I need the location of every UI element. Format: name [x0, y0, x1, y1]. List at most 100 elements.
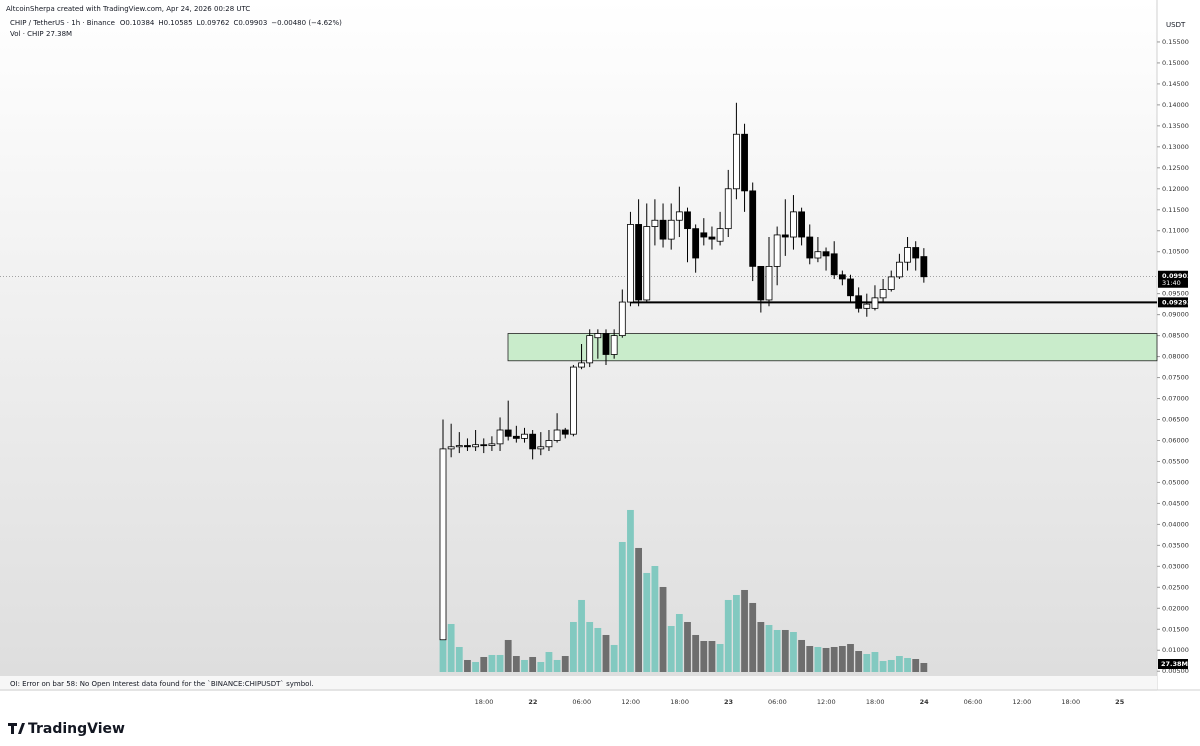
volume-bar: [790, 631, 797, 672]
volume-bar: [684, 621, 691, 672]
volume-bar: [570, 621, 577, 672]
candle-body: [838, 274, 846, 280]
ohlc-value: O0.10384: [120, 19, 155, 27]
volume-bar: [920, 662, 928, 672]
volume-bar: [798, 639, 805, 672]
volume-bar: [651, 565, 659, 672]
volume-bar: [586, 621, 594, 672]
x-tick-label: 12:00: [817, 698, 836, 706]
candle-body: [806, 236, 814, 259]
candle-body: [675, 211, 683, 221]
x-tick-label: 06:00: [572, 698, 591, 706]
candle-body: [741, 133, 748, 192]
candle-body: [521, 433, 528, 439]
candle-body: [643, 226, 651, 301]
price-badge: [1158, 270, 1188, 288]
volume-title: Vol · CHIP: [10, 30, 44, 38]
x-tick-label: 25: [1115, 698, 1125, 706]
candle-body: [512, 435, 520, 439]
candle-body: [912, 247, 920, 259]
candle-body: [570, 366, 577, 435]
volume-badge-label: 27.38M: [1161, 660, 1188, 668]
y-tick-label: 0.05000: [1162, 478, 1189, 486]
volume-bar: [667, 626, 675, 672]
candle-body: [529, 433, 537, 450]
volume-value: 27.38M: [46, 30, 72, 38]
candle-body: [561, 429, 569, 435]
brand: TradingView: [28, 721, 125, 737]
footer-message: OI: Error on bar 58: No Open Interest da…: [10, 680, 314, 688]
volume-bar: [464, 659, 471, 672]
candle-body: [594, 333, 602, 339]
candle-body: [855, 295, 863, 309]
candle-body: [781, 234, 789, 238]
volume-bar: [765, 624, 773, 672]
volume-bar: [594, 627, 602, 672]
volume-bar: [561, 656, 569, 672]
y-tick-label: 0.06500: [1162, 416, 1189, 424]
candle-body: [488, 443, 496, 446]
x-tick-label: 06:00: [964, 698, 983, 706]
y-tick-label: 0.04000: [1162, 520, 1189, 528]
y-tick-label: 0.13000: [1162, 143, 1189, 151]
volume-bar: [757, 621, 765, 672]
symbol: CHIP / TetherUS · 1h · Binance: [10, 19, 115, 27]
x-tick-label: 24: [920, 698, 930, 706]
candle-body: [439, 448, 447, 641]
volume-bar: [659, 586, 667, 672]
candle-body: [610, 335, 618, 355]
candle-body: [667, 219, 675, 240]
candle-body: [920, 256, 928, 278]
y-tick-label: 0.11500: [1162, 206, 1189, 214]
candle-body: [553, 429, 561, 441]
y-tick-label: 0.08000: [1162, 353, 1189, 361]
x-tick-label: 22: [528, 698, 537, 706]
volume-bar: [627, 509, 634, 672]
volume-bar: [749, 602, 757, 672]
candle-body: [708, 236, 716, 240]
x-tick-label: 18:00: [475, 698, 494, 706]
candle-body: [586, 335, 594, 364]
y-tick-label: 0.10500: [1162, 248, 1189, 256]
candle-body: [651, 219, 659, 227]
y-tick-label: 0.02000: [1162, 604, 1189, 612]
candle-body: [635, 224, 642, 301]
volume-bar: [504, 639, 512, 672]
candle-body: [700, 232, 708, 238]
candle-body: [896, 261, 903, 278]
price-change: −0.00480 (−4.62%): [271, 19, 342, 27]
volume-bar: [675, 613, 683, 672]
volume-bar: [439, 639, 447, 672]
candle-body: [757, 265, 765, 301]
volume-bar: [618, 541, 626, 672]
volume-bar: [512, 656, 520, 672]
candle-body: [904, 247, 911, 263]
ohlc-value: L0.09762: [197, 19, 230, 27]
x-tick-label: 12:00: [621, 698, 640, 706]
candle-body: [887, 276, 895, 290]
volume-bar: [904, 657, 911, 672]
y-tick-label: 0.12000: [1162, 185, 1189, 193]
level-label: 0.09293: [1162, 298, 1192, 306]
volume-bar: [724, 599, 732, 672]
volume-bar: [635, 547, 642, 672]
volume-bar: [912, 659, 920, 672]
y-tick-label: 0.01500: [1162, 625, 1189, 633]
y-tick-label: 0.07500: [1162, 374, 1189, 382]
y-tick-label: 0.12500: [1162, 164, 1189, 172]
candle-body: [602, 333, 610, 355]
volume-bar: [602, 634, 610, 672]
y-tick-label: 0.03500: [1162, 541, 1189, 549]
x-tick-label: 12:00: [1013, 698, 1032, 706]
volume-bar: [741, 589, 748, 672]
volume-bar: [553, 659, 561, 672]
volume-bar: [545, 651, 553, 672]
candle-body: [472, 444, 480, 448]
y-tick-label: 0.15500: [1162, 38, 1189, 46]
candle-body: [830, 253, 838, 276]
candle-body: [879, 289, 887, 299]
y-tick-label: 0.09000: [1162, 311, 1189, 319]
candle-body: [847, 278, 854, 297]
logo: TradingView: [8, 721, 125, 737]
volume-bar: [447, 623, 455, 672]
